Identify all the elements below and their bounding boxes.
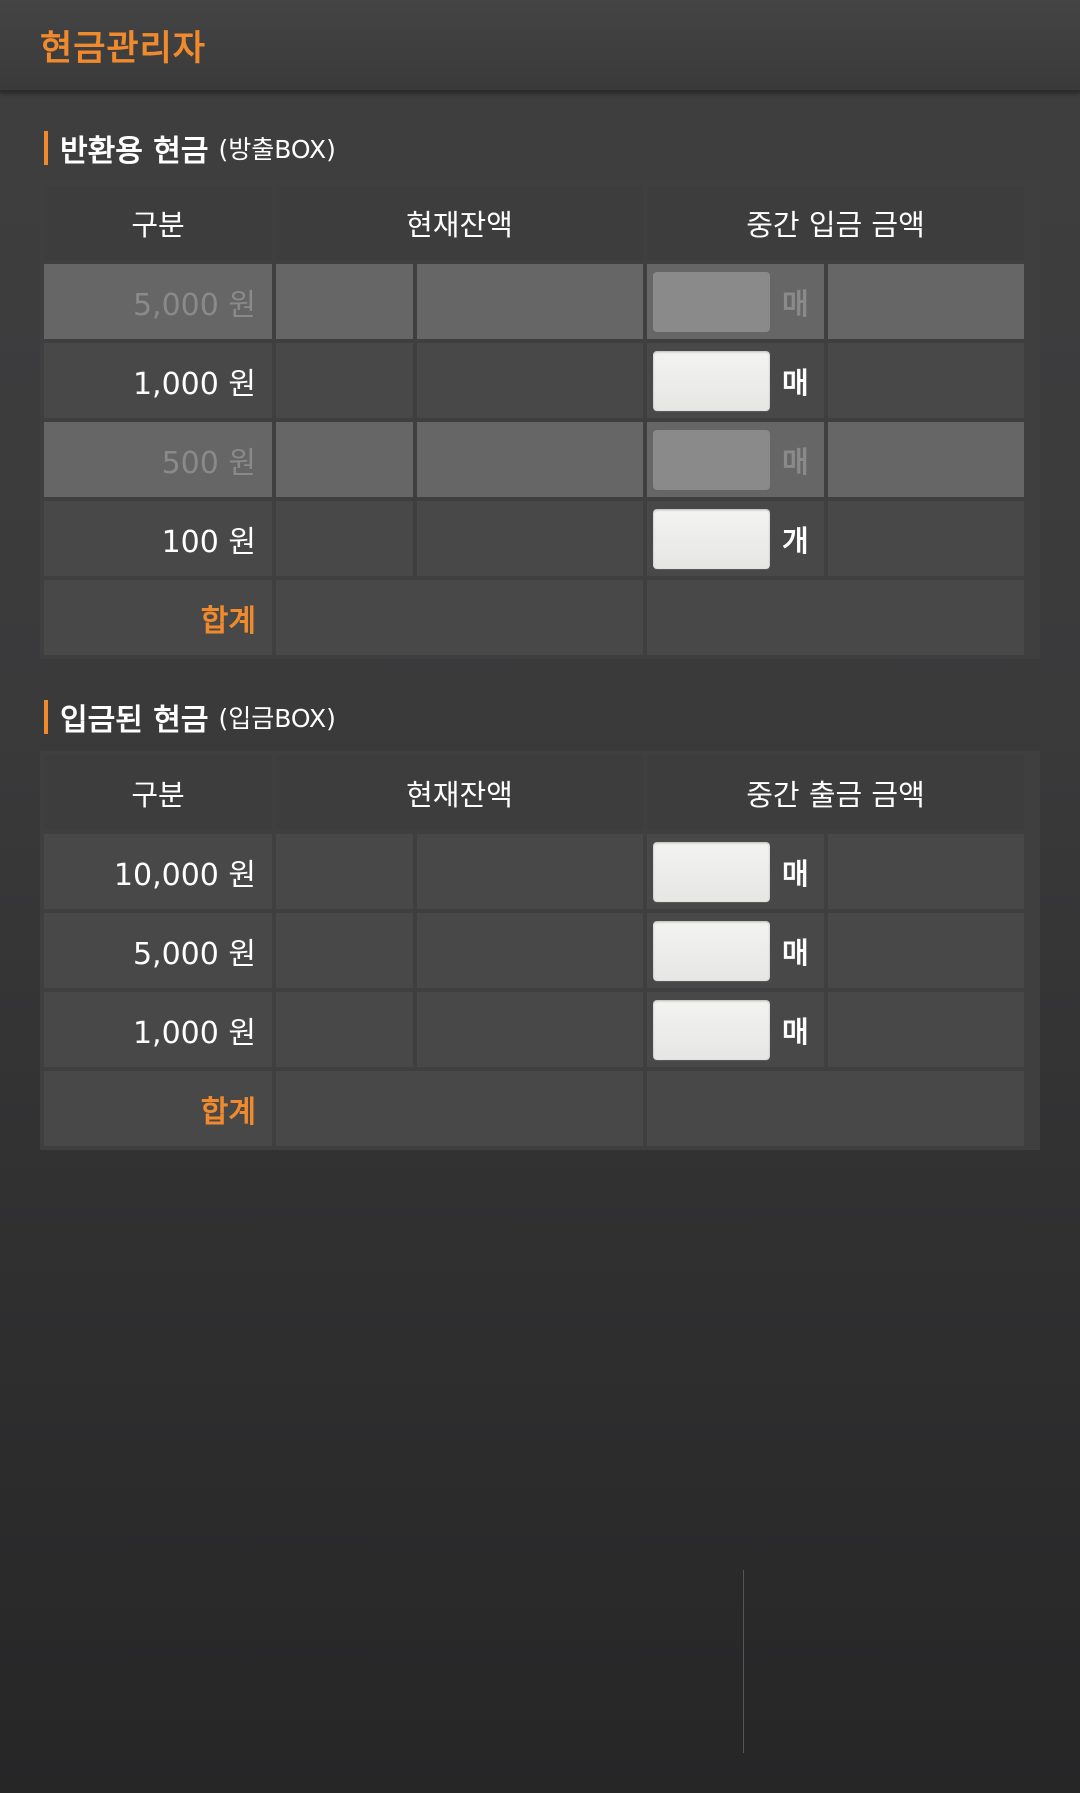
denomination-label: 5,000 원: [44, 913, 272, 988]
total-label: 합계: [44, 580, 272, 655]
denomination-label: 100 원: [44, 501, 272, 576]
unit-label: 매: [782, 286, 809, 321]
balance-amount-cell: [417, 422, 643, 497]
table-row: 1,000 원 매: [44, 343, 1036, 418]
amount-cell: [828, 422, 1024, 497]
denomination-label: 1,000 원: [44, 343, 272, 418]
qty-input-1000[interactable]: [653, 999, 770, 1060]
deposit-section-subtitle: (입금BOX): [218, 704, 336, 733]
deposit-section-heading: 입금된 현금: [60, 703, 209, 738]
header-category: 구분: [44, 185, 272, 260]
table-header-row: 구분 현재잔액 중간 출금 금액: [44, 755, 1036, 830]
balance-amount-cell: [417, 913, 643, 988]
unit-label: 매: [782, 365, 809, 400]
input-cell: 매: [647, 992, 824, 1067]
app-title: 현금관리자: [40, 29, 207, 69]
balance-count-cell: [276, 992, 413, 1067]
header-mid-withdraw: 중간 출금 금액: [647, 755, 1024, 830]
unit-label: 매: [782, 935, 809, 970]
amount-cell: [828, 343, 1024, 418]
balance-count-cell: [276, 422, 413, 497]
divider-line: [743, 1570, 744, 1753]
denomination-label: 500 원: [44, 422, 272, 497]
qty-input-1000[interactable]: [653, 350, 770, 411]
input-cell: 개: [647, 501, 824, 576]
total-label: 합계: [44, 1071, 272, 1146]
total-row: 합계: [44, 1071, 1036, 1146]
balance-count-cell: [276, 834, 413, 909]
deposit-section-title: 입금된 현금 (입금BOX): [44, 697, 336, 738]
section-accent-bar: [44, 131, 48, 165]
unit-label: 매: [782, 444, 809, 479]
qty-input-500[interactable]: [653, 429, 770, 490]
balance-amount-cell: [417, 501, 643, 576]
amount-cell: [828, 264, 1024, 339]
section-accent-bar: [44, 700, 48, 734]
table-row: 5,000 원 매: [44, 913, 1036, 988]
table-row: 5,000 원 매: [44, 264, 1036, 339]
qty-input-5000[interactable]: [653, 920, 770, 981]
amount-cell: [828, 992, 1024, 1067]
qty-input-10000[interactable]: [653, 841, 770, 902]
balance-count-cell: [276, 913, 413, 988]
input-cell: 매: [647, 422, 824, 497]
table-row: 500 원 매: [44, 422, 1036, 497]
return-cash-table: 구분 현재잔액 중간 입금 금액 5,000 원 매 1,000 원 매 500…: [40, 181, 1040, 659]
table-row: 10,000 원 매: [44, 834, 1036, 909]
total-row: 합계: [44, 580, 1036, 655]
balance-count-cell: [276, 501, 413, 576]
table-row: 1,000 원 매: [44, 992, 1036, 1067]
input-cell: 매: [647, 834, 824, 909]
balance-count-cell: [276, 264, 413, 339]
app-header: 현금관리자: [0, 0, 1080, 92]
balance-amount-cell: [417, 834, 643, 909]
unit-label: 개: [782, 523, 809, 558]
unit-label: 매: [782, 856, 809, 891]
return-section-heading: 반환용 현금: [60, 134, 209, 169]
qty-input-100[interactable]: [653, 508, 770, 569]
amount-cell: [828, 501, 1024, 576]
table-header-row: 구분 현재잔액 중간 입금 금액: [44, 185, 1036, 260]
total-balance-cell: [276, 1071, 643, 1146]
denomination-label: 5,000 원: [44, 264, 272, 339]
balance-count-cell: [276, 343, 413, 418]
header-mid-deposit: 중간 입금 금액: [647, 185, 1024, 260]
qty-input-5000[interactable]: [653, 271, 770, 332]
header-balance: 현재잔액: [276, 755, 643, 830]
header-category: 구분: [44, 755, 272, 830]
input-cell: 매: [647, 913, 824, 988]
amount-cell: [828, 913, 1024, 988]
input-cell: 매: [647, 343, 824, 418]
header-balance: 현재잔액: [276, 185, 643, 260]
total-withdraw-cell: [647, 1071, 1024, 1146]
table-row: 100 원 개: [44, 501, 1036, 576]
denomination-label: 1,000 원: [44, 992, 272, 1067]
total-balance-cell: [276, 580, 643, 655]
denomination-label: 10,000 원: [44, 834, 272, 909]
amount-cell: [828, 834, 1024, 909]
unit-label: 매: [782, 1014, 809, 1049]
return-section-subtitle: (방출BOX): [218, 135, 336, 164]
balance-amount-cell: [417, 343, 643, 418]
deposit-cash-table: 구분 현재잔액 중간 출금 금액 10,000 원 매 5,000 원 매 1,…: [40, 751, 1040, 1150]
total-deposit-cell: [647, 580, 1024, 655]
balance-amount-cell: [417, 264, 643, 339]
input-cell: 매: [647, 264, 824, 339]
balance-amount-cell: [417, 992, 643, 1067]
return-section-title: 반환용 현금 (방출BOX): [44, 128, 336, 169]
